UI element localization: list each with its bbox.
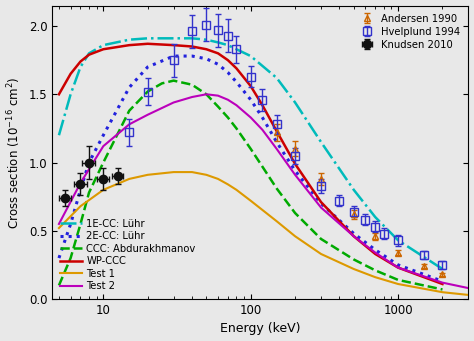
X-axis label: Energy (keV): Energy (keV) (220, 323, 301, 336)
Y-axis label: Cross section (10$^{-16}$ cm$^2$): Cross section (10$^{-16}$ cm$^2$) (6, 76, 23, 228)
Legend: 1E-CC: Lühr, 2E-CC: Lühr, CCC: Abdurakhmanov, WP-CCC, Test 1, Test 2: 1E-CC: Lühr, 2E-CC: Lühr, CCC: Abdurakhm… (57, 216, 199, 294)
